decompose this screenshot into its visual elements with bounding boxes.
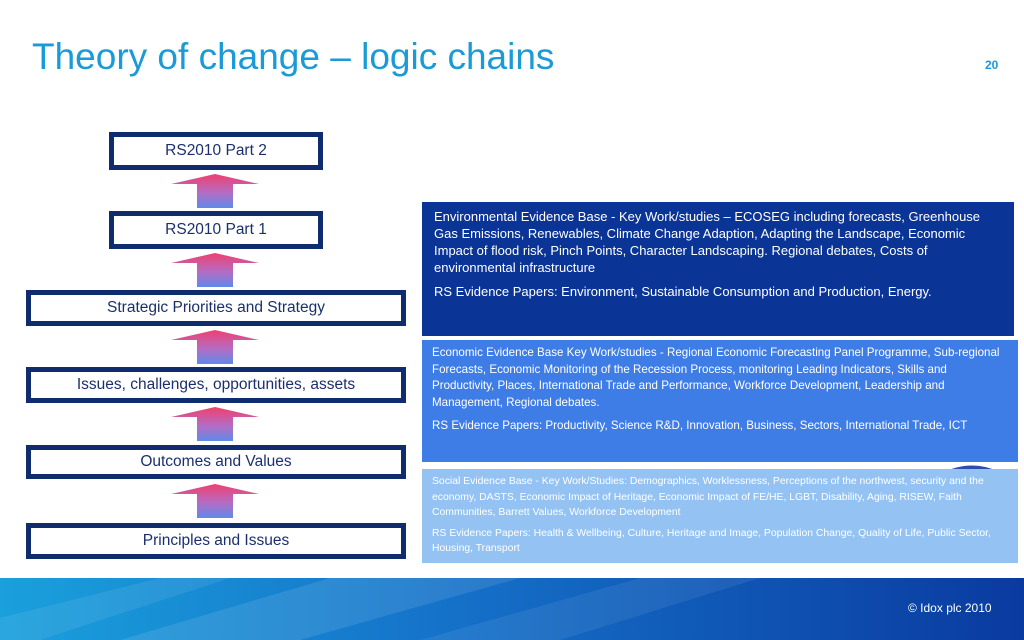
up-arrow-icon	[171, 330, 259, 364]
slide-title: Theory of change – logic chains	[32, 36, 555, 77]
copyright-text: © Idox plc 2010	[908, 601, 992, 615]
up-arrow-icon	[171, 407, 259, 441]
chain-box-rs2010-part-2: RS2010 Part 2	[109, 132, 323, 170]
economic-key-work: Economic Evidence Base Key Work/studies …	[432, 346, 1000, 409]
economic-evidence-panel: Economic Evidence Base Key Work/studies …	[422, 340, 1018, 462]
economic-papers: RS Evidence Papers: Productivity, Scienc…	[432, 419, 968, 432]
chain-box-outcomes-values: Outcomes and Values	[26, 445, 406, 479]
chain-box-principles-issues: Principles and Issues	[26, 523, 406, 559]
up-arrow-icon	[171, 174, 259, 208]
up-arrow-icon	[171, 253, 259, 287]
chain-box-issues-challenges: Issues, challenges, opportunities, asset…	[26, 367, 406, 403]
chain-box-strategic-priorities: Strategic Priorities and Strategy	[26, 290, 406, 326]
up-arrow-icon	[171, 484, 259, 518]
social-key-work: Social Evidence Base - Key Work/Studies:…	[432, 476, 984, 518]
environmental-papers: RS Evidence Papers: Environment, Sustain…	[434, 284, 932, 299]
footer-band	[0, 578, 1024, 640]
environmental-key-work: Environmental Evidence Base - Key Work/s…	[434, 209, 981, 275]
social-papers: RS Evidence Papers: Health & Wellbeing, …	[432, 527, 991, 555]
page-number: 20	[985, 58, 999, 72]
social-evidence-panel: Social Evidence Base - Key Work/Studies:…	[422, 469, 1018, 563]
chain-box-rs2010-part-1: RS2010 Part 1	[109, 211, 323, 249]
environmental-evidence-panel: Environmental Evidence Base - Key Work/s…	[422, 202, 1014, 336]
